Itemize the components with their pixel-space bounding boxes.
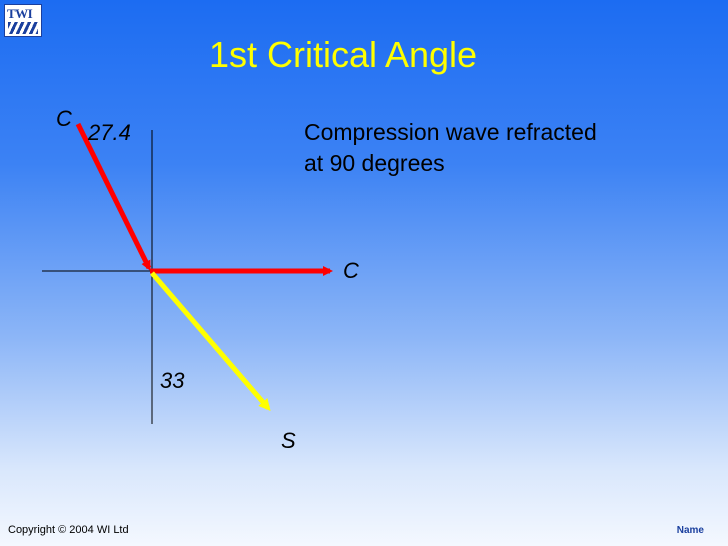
incident-wave-label: C bbox=[56, 106, 72, 131]
twi-logo: TWI bbox=[4, 4, 42, 37]
logo-stripes-icon bbox=[8, 22, 38, 34]
description-line-2: at 90 degrees bbox=[304, 150, 445, 176]
logo-text: TWI bbox=[7, 6, 33, 21]
footer-name: Name bbox=[676, 525, 704, 536]
refracted-shear-label: S bbox=[281, 428, 296, 453]
description-line-1: Compression wave refracted bbox=[304, 119, 597, 145]
incident-angle-label: 27.4 bbox=[88, 120, 131, 145]
incident-compression-ray bbox=[75, 122, 152, 271]
shear-angle-label: 33 bbox=[160, 368, 185, 393]
slide-title: 1st Critical Angle bbox=[208, 34, 478, 75]
description-text: Compression wave refracted at 90 degrees bbox=[304, 117, 597, 179]
copyright-footer: Copyright © 2004 WI Ltd bbox=[8, 524, 129, 536]
refracted-shear-ray bbox=[150, 271, 271, 412]
refracted-compression-label: C bbox=[343, 258, 359, 283]
